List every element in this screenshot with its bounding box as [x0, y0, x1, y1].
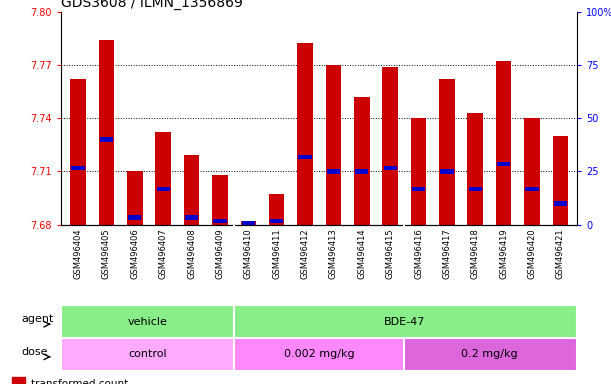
Bar	[70, 79, 86, 225]
Bar	[234, 305, 577, 338]
Bar	[439, 79, 455, 225]
Bar	[298, 43, 313, 225]
Text: GSM496418: GSM496418	[470, 229, 480, 280]
Bar	[242, 221, 255, 225]
Bar	[496, 61, 511, 225]
Bar	[12, 377, 25, 384]
Text: GSM496416: GSM496416	[414, 229, 423, 280]
Text: 0.002 mg/kg: 0.002 mg/kg	[284, 349, 354, 359]
Bar	[354, 97, 370, 225]
Bar	[100, 137, 113, 142]
Text: GSM496405: GSM496405	[102, 229, 111, 279]
Bar	[212, 175, 228, 225]
Text: GSM496410: GSM496410	[244, 229, 253, 279]
Text: GSM496408: GSM496408	[187, 229, 196, 280]
Bar	[412, 187, 425, 191]
Text: GSM496417: GSM496417	[442, 229, 452, 280]
Text: GSM496415: GSM496415	[386, 229, 395, 279]
Bar	[327, 169, 340, 174]
Bar	[497, 162, 510, 167]
Bar	[269, 194, 285, 225]
Text: GSM496406: GSM496406	[130, 229, 139, 280]
Text: GSM496419: GSM496419	[499, 229, 508, 279]
Bar	[441, 169, 453, 174]
Bar	[213, 219, 227, 223]
Bar	[99, 40, 114, 225]
Bar	[384, 166, 397, 170]
Text: GSM496420: GSM496420	[527, 229, 536, 279]
Bar	[128, 215, 142, 220]
Text: control: control	[128, 349, 167, 359]
Bar	[71, 166, 85, 170]
Text: GSM496411: GSM496411	[272, 229, 281, 279]
Text: dose: dose	[21, 347, 48, 357]
Text: vehicle: vehicle	[128, 316, 167, 327]
Text: GSM496409: GSM496409	[216, 229, 224, 279]
Bar	[326, 65, 341, 225]
Text: GSM496404: GSM496404	[73, 229, 82, 279]
Bar	[298, 155, 312, 159]
Bar	[467, 113, 483, 225]
Bar	[552, 136, 568, 225]
Bar	[411, 118, 426, 225]
Text: GSM496412: GSM496412	[301, 229, 310, 279]
Bar	[241, 221, 256, 225]
Text: agent: agent	[21, 314, 54, 324]
Text: GSM496421: GSM496421	[556, 229, 565, 279]
Text: BDE-47: BDE-47	[384, 316, 425, 327]
Text: GSM496407: GSM496407	[159, 229, 168, 280]
Bar	[61, 305, 234, 338]
Bar	[156, 187, 170, 191]
Bar	[355, 169, 368, 174]
Bar	[382, 66, 398, 225]
Bar	[155, 132, 171, 225]
Bar	[61, 338, 234, 371]
Text: 0.2 mg/kg: 0.2 mg/kg	[461, 349, 518, 359]
Bar	[185, 215, 198, 220]
Bar	[270, 219, 284, 223]
Text: GDS3608 / ILMN_1356869: GDS3608 / ILMN_1356869	[61, 0, 243, 10]
Bar	[184, 156, 199, 225]
Bar	[127, 171, 142, 225]
Text: GSM496414: GSM496414	[357, 229, 367, 279]
Bar	[404, 338, 577, 371]
Bar	[554, 201, 567, 205]
Bar	[524, 118, 540, 225]
Text: GSM496413: GSM496413	[329, 229, 338, 280]
Bar	[234, 338, 404, 371]
Text: transformed count: transformed count	[31, 379, 128, 384]
Bar	[525, 187, 539, 191]
Bar	[469, 187, 482, 191]
